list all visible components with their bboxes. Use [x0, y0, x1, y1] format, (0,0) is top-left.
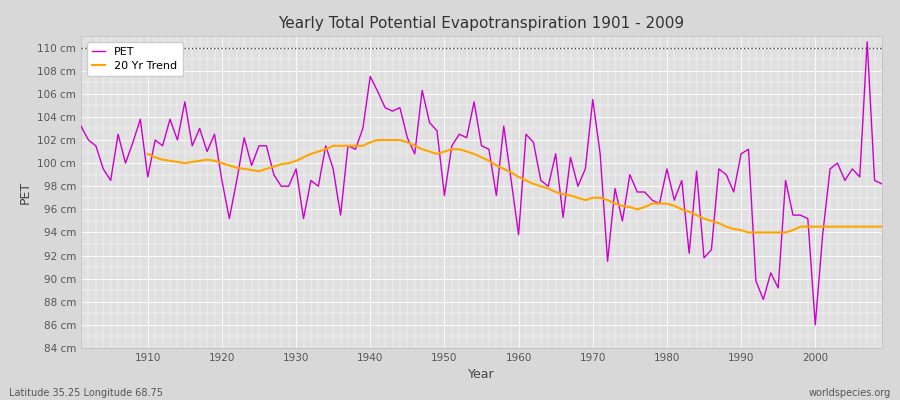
PET: [862, 39, 873, 44]
20 Yr Trend: [528, 182, 539, 186]
20 Yr Trend: [877, 224, 887, 229]
PET: [810, 322, 821, 327]
X-axis label: Year: Year: [468, 368, 495, 382]
20 Yr Trend: [743, 230, 754, 235]
PET: [135, 117, 146, 122]
20 Yr Trend: [854, 224, 865, 229]
Title: Yearly Total Potential Evapotranspiration 1901 - 2009: Yearly Total Potential Evapotranspiratio…: [278, 16, 685, 31]
PET: [602, 259, 613, 264]
20 Yr Trend: [588, 195, 598, 200]
Line: PET: PET: [81, 42, 882, 325]
PET: [513, 232, 524, 237]
PET: [298, 216, 309, 221]
PET: [343, 143, 354, 148]
20 Yr Trend: [142, 152, 153, 156]
Line: 20 Yr Trend: 20 Yr Trend: [148, 140, 882, 232]
PET: [506, 178, 517, 183]
PET: [877, 182, 887, 186]
Legend: PET, 20 Yr Trend: PET, 20 Yr Trend: [86, 42, 183, 76]
PET: [76, 124, 86, 128]
20 Yr Trend: [373, 138, 383, 142]
20 Yr Trend: [832, 224, 843, 229]
20 Yr Trend: [313, 149, 324, 154]
Text: worldspecies.org: worldspecies.org: [809, 388, 891, 398]
20 Yr Trend: [284, 161, 294, 166]
Text: Latitude 35.25 Longitude 68.75: Latitude 35.25 Longitude 68.75: [9, 388, 163, 398]
Y-axis label: PET: PET: [19, 180, 32, 204]
